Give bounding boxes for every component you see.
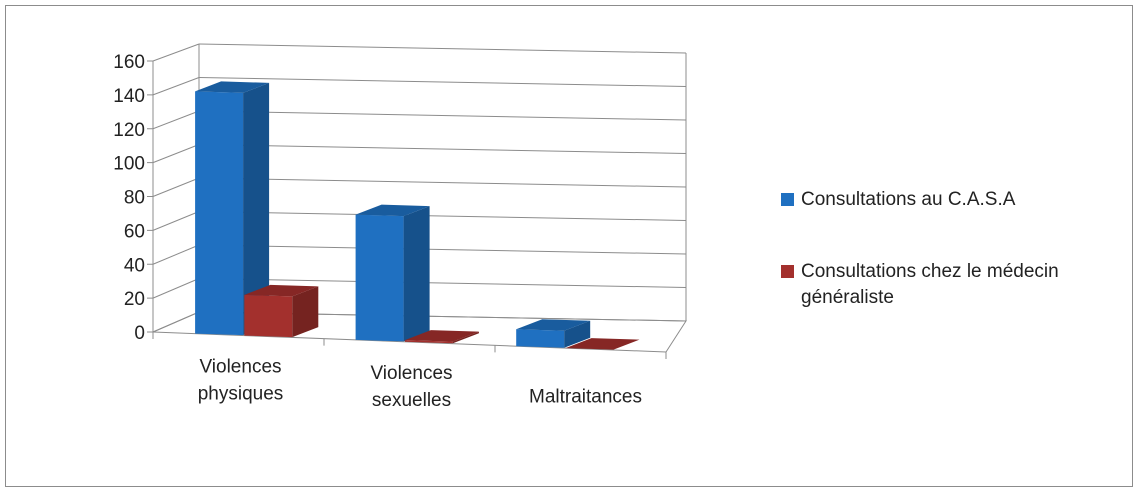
legend-swatch-casa [781, 193, 794, 206]
legend-label-generaliste: Consultations chez le médecin généralist… [801, 261, 1059, 308]
gridline [198, 43, 687, 54]
bar-generaliste-side [292, 286, 319, 338]
y-tick-label: 140 [113, 86, 145, 107]
side-gridline [152, 244, 200, 265]
bar-generaliste-top [404, 330, 479, 342]
x-category-label: Violences [370, 363, 452, 384]
bar-casa [355, 214, 404, 342]
bar-generaliste [244, 294, 293, 338]
bar-casa-top [516, 319, 591, 331]
gridline [198, 144, 687, 154]
bar-casa-top [195, 81, 270, 93]
bar-casa-side [564, 320, 591, 348]
x-category-label: Maltraitances [529, 387, 642, 408]
side-gridline [152, 278, 200, 299]
chart-frame [5, 5, 1133, 487]
y-tick-label: 20 [124, 289, 145, 310]
gridline [198, 211, 687, 221]
y-tick-label: 120 [113, 120, 145, 141]
bar-casa [195, 91, 244, 336]
legend-label-casa: Consultations au C.A.S.A [801, 189, 1016, 210]
x-category-label: Violences [199, 356, 281, 377]
legend-swatch-generaliste [781, 265, 794, 278]
y-tick-label: 80 [124, 188, 145, 209]
bar-generaliste [404, 340, 453, 344]
side-gridline [152, 43, 200, 62]
y-tick-label: 100 [113, 154, 145, 175]
x-category-label: physiques [198, 383, 284, 404]
bar-generaliste-top [244, 284, 319, 297]
bar-generaliste-top [565, 338, 640, 350]
gridline [198, 278, 687, 288]
side-gridline [152, 211, 200, 231]
y-tick-label: 60 [124, 221, 145, 242]
legend: Consultations au C.A.S.A Consultations c… [781, 187, 1121, 311]
bar-casa-top [355, 204, 430, 217]
legend-item-casa: Consultations au C.A.S.A [781, 187, 1121, 213]
y-tick-label: 40 [124, 255, 145, 276]
gridline [198, 177, 687, 188]
bar-generaliste-side [452, 331, 479, 344]
y-tick-label: 0 [134, 323, 145, 344]
legend-item-generaliste: Consultations chez le médecin généralist… [781, 259, 1121, 311]
gridline [198, 244, 687, 255]
y-tick-label: 160 [113, 52, 145, 73]
bar-casa-side [243, 82, 270, 336]
gridline [198, 110, 687, 121]
side-gridline [152, 144, 200, 164]
side-gridline [152, 177, 200, 197]
side-gridline [152, 110, 200, 130]
x-category-label: sexuelles [372, 390, 451, 411]
gridline [198, 77, 687, 87]
bar-casa [516, 329, 565, 348]
side-gridline [152, 77, 200, 96]
bar-casa-side [403, 206, 430, 342]
